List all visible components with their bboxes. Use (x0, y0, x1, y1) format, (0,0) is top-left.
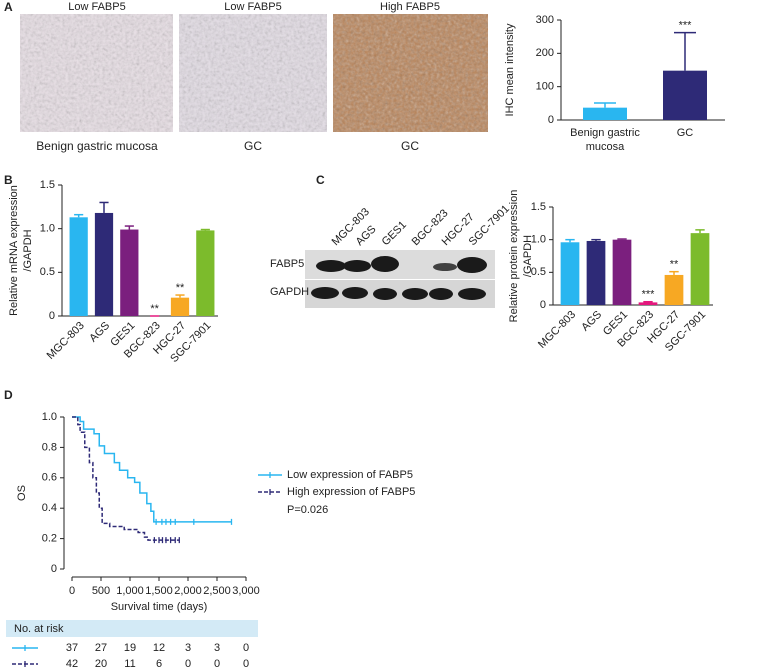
panel-label: A (4, 0, 13, 14)
x-tick-label: GC (676, 127, 694, 139)
significance-label: ** (176, 282, 185, 294)
x-tick-label: Benign gastric mucosa (570, 127, 640, 153)
y-tick-label: 1.5 (531, 201, 546, 213)
bar (663, 70, 707, 120)
y-tick-label: 200 (536, 47, 554, 59)
survival-curve (72, 416, 232, 523)
panel-label: D (4, 388, 13, 402)
blot-lane-label: GES1 (380, 219, 409, 248)
image-caption: GC (401, 139, 419, 153)
y-axis-label: OS (16, 485, 28, 501)
panel-label: C (316, 173, 325, 187)
risk-count: 0 (243, 658, 249, 668)
blot-row-label: GAPDH (270, 286, 309, 298)
y-tick-label: 0.8 (42, 441, 57, 453)
bar (170, 297, 190, 316)
p-value: P=0.026 (287, 504, 328, 516)
y-tick-label: 300 (536, 14, 554, 26)
legend-label: High expression of FABP5 (287, 486, 415, 498)
risk-count: 12 (153, 642, 165, 654)
bar (638, 302, 658, 305)
x-tick-label: 2,000 (174, 585, 202, 597)
x-tick-label: 2,500 (203, 585, 231, 597)
bar (196, 230, 215, 316)
significance-label: *** (642, 289, 656, 301)
risk-count: 0 (243, 642, 249, 654)
blot-bands (311, 256, 487, 300)
survival-curve (72, 416, 180, 541)
risk-count: 19 (124, 642, 136, 654)
bar (583, 107, 627, 120)
x-tick-label: MGC-803 (536, 309, 578, 351)
risk-count: 27 (95, 642, 107, 654)
y-tick-label: 0 (548, 114, 554, 126)
y-tick-label: 0.5 (40, 266, 55, 278)
bar (94, 212, 114, 316)
y-tick-label: 0 (540, 299, 546, 311)
bar (612, 239, 632, 305)
risk-count: 0 (214, 658, 220, 668)
risk-table-header (6, 620, 258, 637)
y-tick-label: 0.6 (42, 472, 57, 484)
image-caption: GC (244, 139, 262, 153)
risk-count: 42 (66, 658, 78, 668)
bar (69, 217, 88, 316)
y-tick-label: 0.5 (531, 266, 546, 278)
risk-count: 3 (185, 642, 191, 654)
legend-label: Low expression of FABP5 (287, 469, 413, 481)
x-tick-label: 0 (69, 585, 75, 597)
risk-count: 11 (124, 658, 135, 668)
x-tick-label: 500 (92, 585, 110, 597)
y-axis-label: Relative protein expression (508, 190, 520, 323)
bar (664, 274, 684, 305)
risk-count: 37 (66, 642, 78, 654)
image-label: Low FABP5 (224, 1, 281, 13)
x-tick-label: 1,000 (116, 585, 144, 597)
x-tick-label: MGC-803 (45, 320, 87, 362)
risk-count: 0 (185, 658, 191, 668)
significance-label: *** (679, 20, 693, 32)
x-tick-label: 1,500 (145, 585, 173, 597)
significance-label: ** (670, 259, 679, 271)
y-axis-label: /GAPDH (522, 235, 534, 277)
blot-row-label: FABP5 (270, 258, 304, 270)
risk-table-title: No. at risk (14, 623, 64, 635)
y-axis-label: Relative mRNA expression (8, 185, 20, 316)
x-tick-label: 3,000 (232, 585, 260, 597)
significance-label: ** (150, 303, 159, 315)
y-tick-label: 0.4 (42, 502, 57, 514)
y-tick-label: 1.0 (40, 223, 55, 235)
risk-count: 6 (156, 658, 162, 668)
image-label: High FABP5 (380, 1, 440, 13)
y-axis-label: /GAPDH (22, 229, 34, 271)
bar (120, 229, 139, 316)
blot-lane-label: SGC-7901 (467, 203, 512, 248)
y-tick-label: 1.0 (42, 411, 57, 423)
image-label: Low FABP5 (68, 1, 125, 13)
x-axis-label: Survival time (days) (111, 601, 208, 613)
risk-count: 20 (95, 658, 107, 668)
ihc-texture (179, 14, 327, 132)
bar (690, 233, 710, 305)
y-tick-label: 100 (536, 81, 554, 93)
y-tick-label: 1.0 (531, 234, 546, 246)
risk-count: 3 (214, 642, 220, 654)
panel-label: B (4, 173, 13, 187)
image-caption: Benign gastric mucosa (36, 139, 158, 153)
ihc-texture (333, 14, 488, 132)
y-tick-label: 0 (51, 563, 57, 575)
y-tick-label: 0 (49, 310, 55, 322)
ihc-texture (20, 14, 173, 132)
bar (586, 240, 606, 305)
bar (560, 242, 580, 305)
y-axis-label: IHC mean intensity (504, 23, 516, 116)
y-tick-label: 1.5 (40, 179, 55, 191)
y-tick-label: 0.2 (42, 533, 57, 545)
